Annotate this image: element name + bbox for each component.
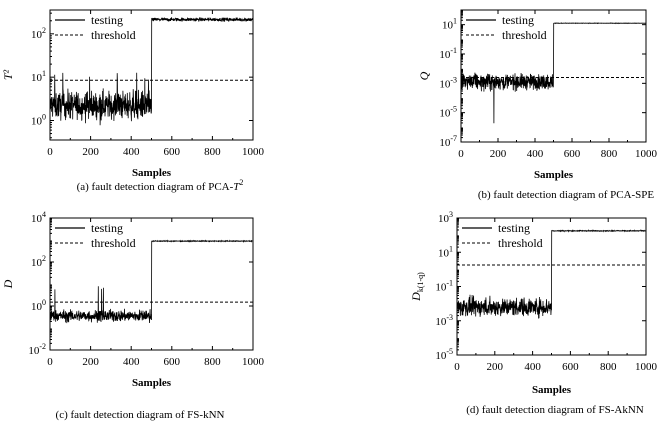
x-tick-label: 400 [123, 146, 140, 158]
y-tick-label: 101 [442, 17, 457, 32]
legend-label-threshold: threshold [502, 28, 547, 42]
x-tick-label: 200 [490, 148, 507, 160]
legend-label-testing: testing [498, 221, 530, 235]
series-testing-line [50, 239, 253, 324]
x-tick-label: 0 [47, 146, 53, 158]
x-tick-label: 800 [601, 148, 618, 160]
x-tick-label: 1000 [242, 356, 265, 368]
x-tick-label: 0 [47, 356, 53, 368]
chart-panel-2: 0 200 400 600 800 1000 101 10-1 10-3 10-5 10-7 Samp… [417, 9, 658, 201]
y-tick-label: 102 [31, 254, 46, 269]
y-tick-label: 102 [31, 26, 46, 41]
y-tick-label: 10-3 [435, 313, 453, 328]
x-tick-label: 200 [82, 146, 99, 158]
y-tick-label: 104 [31, 210, 46, 225]
x-tick-label: 400 [527, 148, 544, 160]
legend-label-testing: testing [502, 13, 534, 27]
legend-label-threshold: threshold [91, 28, 136, 42]
x-tick-label: 600 [562, 361, 579, 373]
legend-label-threshold: threshold [91, 236, 136, 250]
y-tick-label: 103 [438, 210, 453, 225]
legend-label-threshold: threshold [498, 236, 543, 250]
chart-caption: (b) fault detection diagram of PCA-SPE [478, 189, 655, 201]
chart-panel-1: 0 200 400 600 800 1000 100 101 102 Samples T² testi… [1, 9, 265, 193]
x-tick-label: 400 [524, 361, 541, 373]
series-testing-line [457, 228, 646, 319]
y-tick-label: 10-7 [439, 134, 457, 149]
chart-caption: (c) fault detection diagram of FS-kNN [56, 409, 225, 421]
x-tick-label: 600 [164, 356, 181, 368]
x-tick-label: 1000 [635, 361, 658, 373]
y-tick-label: 10-5 [435, 347, 453, 362]
x-tick-label: 800 [600, 361, 617, 373]
x-tick-label: 600 [164, 146, 181, 158]
y-tick-label: 10-2 [28, 342, 46, 357]
x-tick-label: 600 [564, 148, 581, 160]
y-tick-label: 10-3 [439, 75, 457, 90]
x-axis-label: Samples [132, 167, 172, 179]
chart-caption: (a) fault detection diagram of PCA-T2 [77, 178, 244, 193]
legend-label-testing: testing [91, 13, 123, 27]
x-tick-label: 400 [123, 356, 140, 368]
x-axis-label: Samples [532, 384, 572, 396]
series-testing-line [50, 16, 253, 126]
legend-label-testing: testing [91, 221, 123, 235]
y-axis-label: T² [1, 69, 15, 80]
x-tick-label: 200 [82, 356, 99, 368]
y-tick-label: 100 [31, 298, 46, 313]
x-tick-label: 800 [204, 356, 221, 368]
y-axis-label: Q [417, 71, 431, 80]
x-tick-label: 0 [454, 361, 460, 373]
y-axis-label: D [1, 279, 15, 289]
x-tick-label: 1000 [635, 148, 658, 160]
x-axis-label: Samples [534, 169, 574, 181]
series-testing-line [461, 22, 646, 124]
x-tick-label: 800 [204, 146, 221, 158]
y-axis-label: Dk(1-q) [409, 272, 425, 302]
x-tick-label: 1000 [242, 146, 265, 158]
y-tick-label: 10-5 [439, 105, 457, 120]
chart-panel-3: 0 200 400 600 800 1000 104 102 100 10-2 Samples Dte… [1, 210, 265, 421]
chart-panel-4: 0 200 400 600 800 1000 103 101 10-1 10-3 10-5 Sampl… [409, 210, 658, 416]
chart-caption: (d) fault detection diagram of FS-AkNN [466, 404, 644, 416]
y-tick-label: 101 [438, 244, 453, 259]
x-tick-label: 0 [458, 148, 464, 160]
y-tick-label: 101 [31, 69, 46, 84]
y-tick-label: 10-1 [439, 46, 457, 61]
y-tick-label: 10-1 [435, 279, 453, 294]
x-tick-label: 200 [487, 361, 504, 373]
y-tick-label: 100 [31, 113, 46, 128]
x-axis-label: Samples [132, 377, 172, 389]
